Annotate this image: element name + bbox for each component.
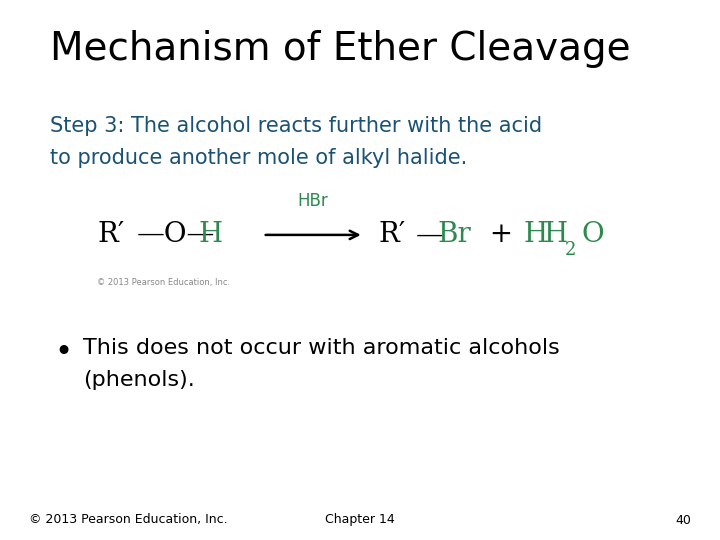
Text: HBr: HBr (298, 192, 328, 211)
Text: —: — (415, 221, 444, 248)
Text: Step 3: The alcohol reacts further with the acid: Step 3: The alcohol reacts further with … (50, 116, 543, 136)
Text: •: • (54, 338, 72, 367)
Text: 2: 2 (565, 241, 577, 259)
Text: © 2013 Pearson Education, Inc.: © 2013 Pearson Education, Inc. (97, 278, 230, 287)
Text: H: H (198, 221, 222, 248)
Text: Chapter 14: Chapter 14 (325, 514, 395, 526)
Text: Mechanism of Ether Cleavage: Mechanism of Ether Cleavage (50, 30, 631, 68)
Text: H: H (544, 221, 568, 248)
Text: —O—: —O— (137, 221, 215, 248)
Text: This does not occur with aromatic alcohols: This does not occur with aromatic alcoho… (83, 338, 559, 357)
Text: Br: Br (437, 221, 471, 248)
Text: +: + (472, 221, 531, 248)
Text: (phenols).: (phenols). (83, 370, 194, 390)
Text: R′: R′ (97, 221, 125, 248)
Text: 40: 40 (675, 514, 691, 526)
Text: to produce another mole of alkyl halide.: to produce another mole of alkyl halide. (50, 148, 468, 168)
Text: H: H (523, 221, 548, 248)
Text: © 2013 Pearson Education, Inc.: © 2013 Pearson Education, Inc. (29, 514, 228, 526)
Text: O: O (581, 221, 603, 248)
Text: R′: R′ (378, 221, 405, 248)
